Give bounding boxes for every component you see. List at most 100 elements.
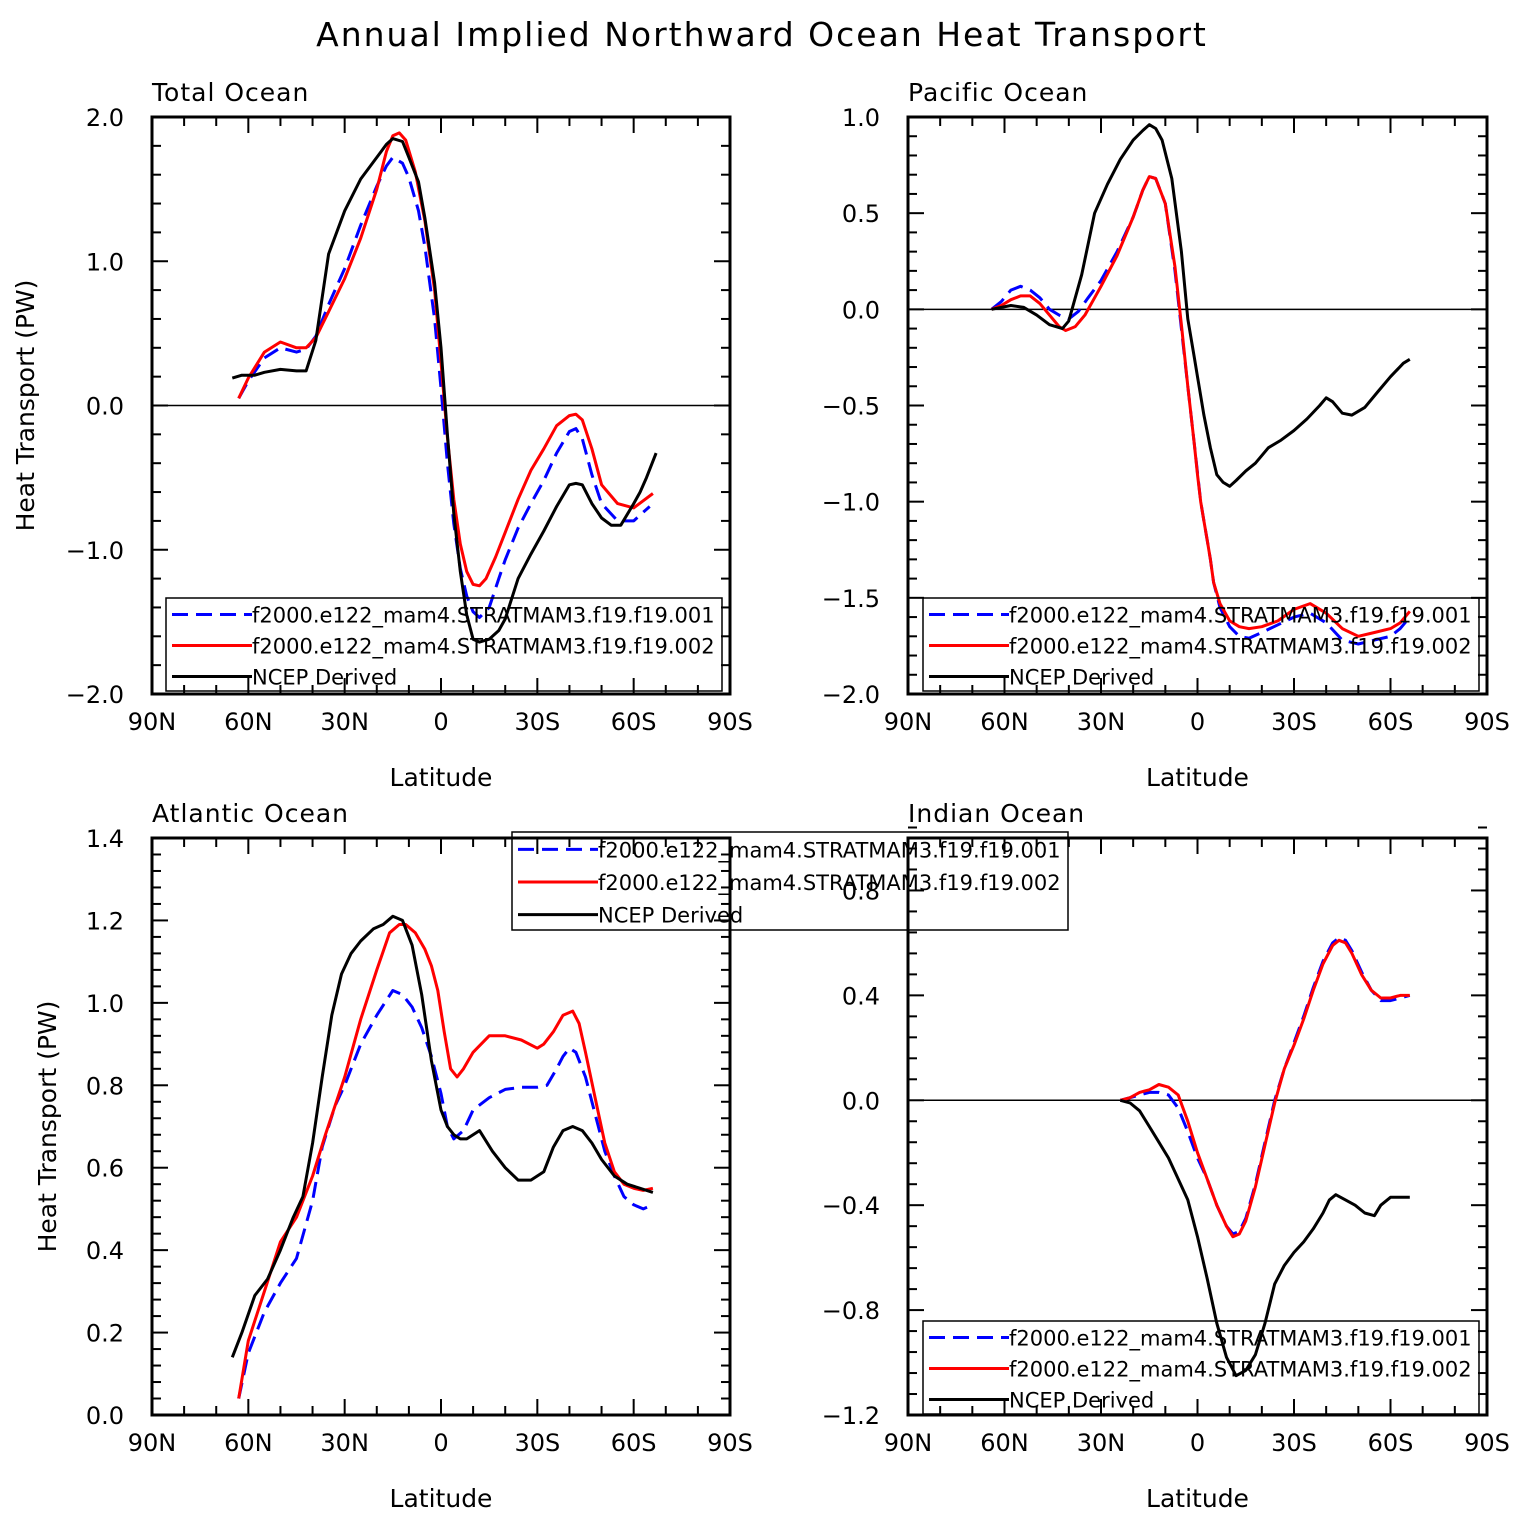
x-tick-label: 90N (884, 708, 933, 736)
legend: f2000.e122_mam4.STRATMAM3.f19.f19.001 f20… (922, 1320, 1480, 1415)
legend: f2000.e122_mam4.STRATMAM3.f19.f19.001 f20… (165, 597, 723, 692)
y-axis-label: Heat Transport (PW) (11, 280, 40, 532)
legend-box (922, 597, 1480, 692)
panel-indian-ocean: Indian Ocean 90N 60N 30N 0 30S 60S 90S −1.2 −0.8 −… (822, 799, 1510, 1513)
x-tick-label: 30N (1077, 1429, 1126, 1457)
panel-atlantic-ocean: Atlantic Ocean 90N 60N 30N 0 30S 60S 90S 0.0 0.2 0… (33, 799, 1069, 1513)
y-tick-label: −1.5 (822, 585, 880, 613)
series-line-3 (231, 137, 658, 644)
series-line-1 (990, 175, 1411, 646)
y-tick-label: −2.0 (822, 681, 880, 709)
x-tick-label: 90S (707, 708, 753, 736)
x-tick-label: 90N (128, 708, 177, 736)
x-tick-label: 60S (1368, 1429, 1414, 1457)
y-tick-label: 1.0 (86, 248, 124, 276)
legend-box (511, 831, 1069, 931)
y-tick-label: 0.8 (842, 877, 880, 905)
legend-label-2: f2000.e122_mam4.STRATMAM3.f19.f19.002 (1009, 635, 1472, 660)
x-tick-label: 60S (611, 1429, 657, 1457)
indian-oceantitle: Indian Ocean (908, 799, 1085, 828)
y-axis-label: Heat Transport (PW) (33, 1001, 62, 1253)
legend-label-1: f2000.e122_mam4.STRATMAM3.f19.f19.001 (1009, 1327, 1472, 1352)
series-line-3 (1119, 1098, 1410, 1378)
y-tick-label: −1.2 (822, 1402, 880, 1430)
series-line-2 (991, 175, 1411, 638)
x-tick-label: 0 (433, 708, 448, 736)
x-axis-label: Latitude (390, 1484, 493, 1513)
legend-label-1: f2000.e122_mam4.STRATMAM3.f19.f19.001 (598, 838, 1061, 863)
y-tick-label: −0.8 (822, 1297, 880, 1325)
legend-label-3: NCEP Derived (598, 904, 743, 928)
y-tick-label: 1.4 (86, 825, 124, 853)
legend-label-3: NCEP Derived (1009, 1389, 1154, 1413)
y-tick-label: −1.0 (66, 537, 124, 565)
x-tick-label: 30N (320, 708, 369, 736)
legend-label-1: f2000.e122_mam4.STRATMAM3.f19.f19.001 (252, 604, 715, 629)
legend: f2000.e122_mam4.STRATMAM3.f19.f19.001 f20… (511, 831, 1069, 931)
legend-label-3: NCEP Derived (1009, 666, 1154, 690)
x-tick-label: 30S (1271, 708, 1317, 736)
series-line-3 (230, 914, 654, 1358)
legend-label-2: f2000.e122_mam4.STRATMAM3.f19.f19.002 (252, 635, 715, 660)
x-tick-label: 60N (980, 708, 1029, 736)
x-axis-label: Latitude (1146, 1484, 1249, 1513)
x-tick-label: 30N (1077, 708, 1126, 736)
series-line-2 (237, 131, 654, 588)
x-tick-label: 90N (128, 1429, 177, 1457)
series-line-3 (991, 123, 1411, 488)
total-oceantitle: Total Ocean (151, 78, 309, 107)
legend-label-2: f2000.e122_mam4.STRATMAM3.f19.f19.002 (1009, 1358, 1472, 1383)
x-tick-label: 30N (320, 1429, 369, 1457)
x-tick-label: 60N (224, 708, 273, 736)
y-tick-label: 0.4 (86, 1237, 124, 1265)
series-line-2 (237, 923, 654, 1399)
y-tick-label: 0.5 (842, 200, 880, 228)
x-tick-label: 60N (224, 1429, 273, 1457)
x-tick-label: 60S (611, 708, 657, 736)
x-tick-label: 90S (707, 1429, 753, 1457)
y-tick-label: 1.2 (86, 907, 124, 935)
series-line-1 (237, 989, 654, 1399)
y-tick-label: 0.6 (86, 1155, 124, 1183)
y-tick-label: 2.0 (86, 104, 124, 132)
legend-label-3: NCEP Derived (252, 666, 397, 690)
y-tick-label: 0.4 (842, 982, 880, 1010)
x-tick-label: 60S (1368, 708, 1414, 736)
x-tick-label: 0 (433, 1429, 448, 1457)
x-tick-label: 30S (514, 708, 560, 736)
y-tick-label: 1.0 (842, 104, 880, 132)
legend-label-1: f2000.e122_mam4.STRATMAM3.f19.f19.001 (1009, 604, 1472, 629)
y-tick-label: 0.2 (86, 1320, 124, 1348)
x-tick-label: 30S (514, 1429, 560, 1457)
y-tick-label: −0.5 (822, 393, 880, 421)
panel-pacific-ocean: Pacific Ocean 90N 60N 30N 0 30S 60S 90S −2.0 −1.5… (822, 78, 1510, 792)
legend-box (922, 1320, 1480, 1415)
legend: f2000.e122_mam4.STRATMAM3.f19.f19.001 f20… (922, 597, 1480, 692)
y-tick-label: 0.8 (86, 1072, 124, 1100)
y-tick-label: 0.0 (842, 296, 880, 324)
x-tick-label: 0 (1190, 1429, 1205, 1457)
y-tick-label: −1.0 (822, 489, 880, 517)
series-line-2 (1119, 938, 1410, 1239)
pacific-oceantitle: Pacific Ocean (908, 78, 1088, 107)
x-tick-label: 90S (1464, 708, 1510, 736)
x-tick-label: 90S (1464, 1429, 1510, 1457)
legend-label-2: f2000.e122_mam4.STRATMAM3.f19.f19.002 (598, 871, 1061, 896)
page-title: Annual Implied Northward Ocean Heat Tran… (316, 15, 1208, 54)
x-tick-label: 0 (1190, 708, 1205, 736)
y-tick-label: 0.0 (842, 1087, 880, 1115)
x-tick-label: 30S (1271, 1429, 1317, 1457)
x-axis-label: Latitude (1146, 763, 1249, 792)
x-tick-label: 90N (884, 1429, 933, 1457)
panel-total-ocean: Total Ocean 90N 60N 30N 0 30S 60S 90S −2.0 −1.0 0.… (11, 78, 753, 792)
atlantic-oceantitle: Atlantic Ocean (152, 799, 349, 828)
x-tick-label: 60N (980, 1429, 1029, 1457)
y-tick-label: 1.0 (86, 990, 124, 1018)
y-tick-label: −0.4 (822, 1192, 880, 1220)
legend-box (165, 597, 723, 692)
y-tick-label: −2.0 (66, 681, 124, 709)
y-tick-label: 0.0 (86, 393, 124, 421)
x-axis-label: Latitude (390, 763, 493, 792)
y-tick-label: 0.0 (86, 1402, 124, 1430)
